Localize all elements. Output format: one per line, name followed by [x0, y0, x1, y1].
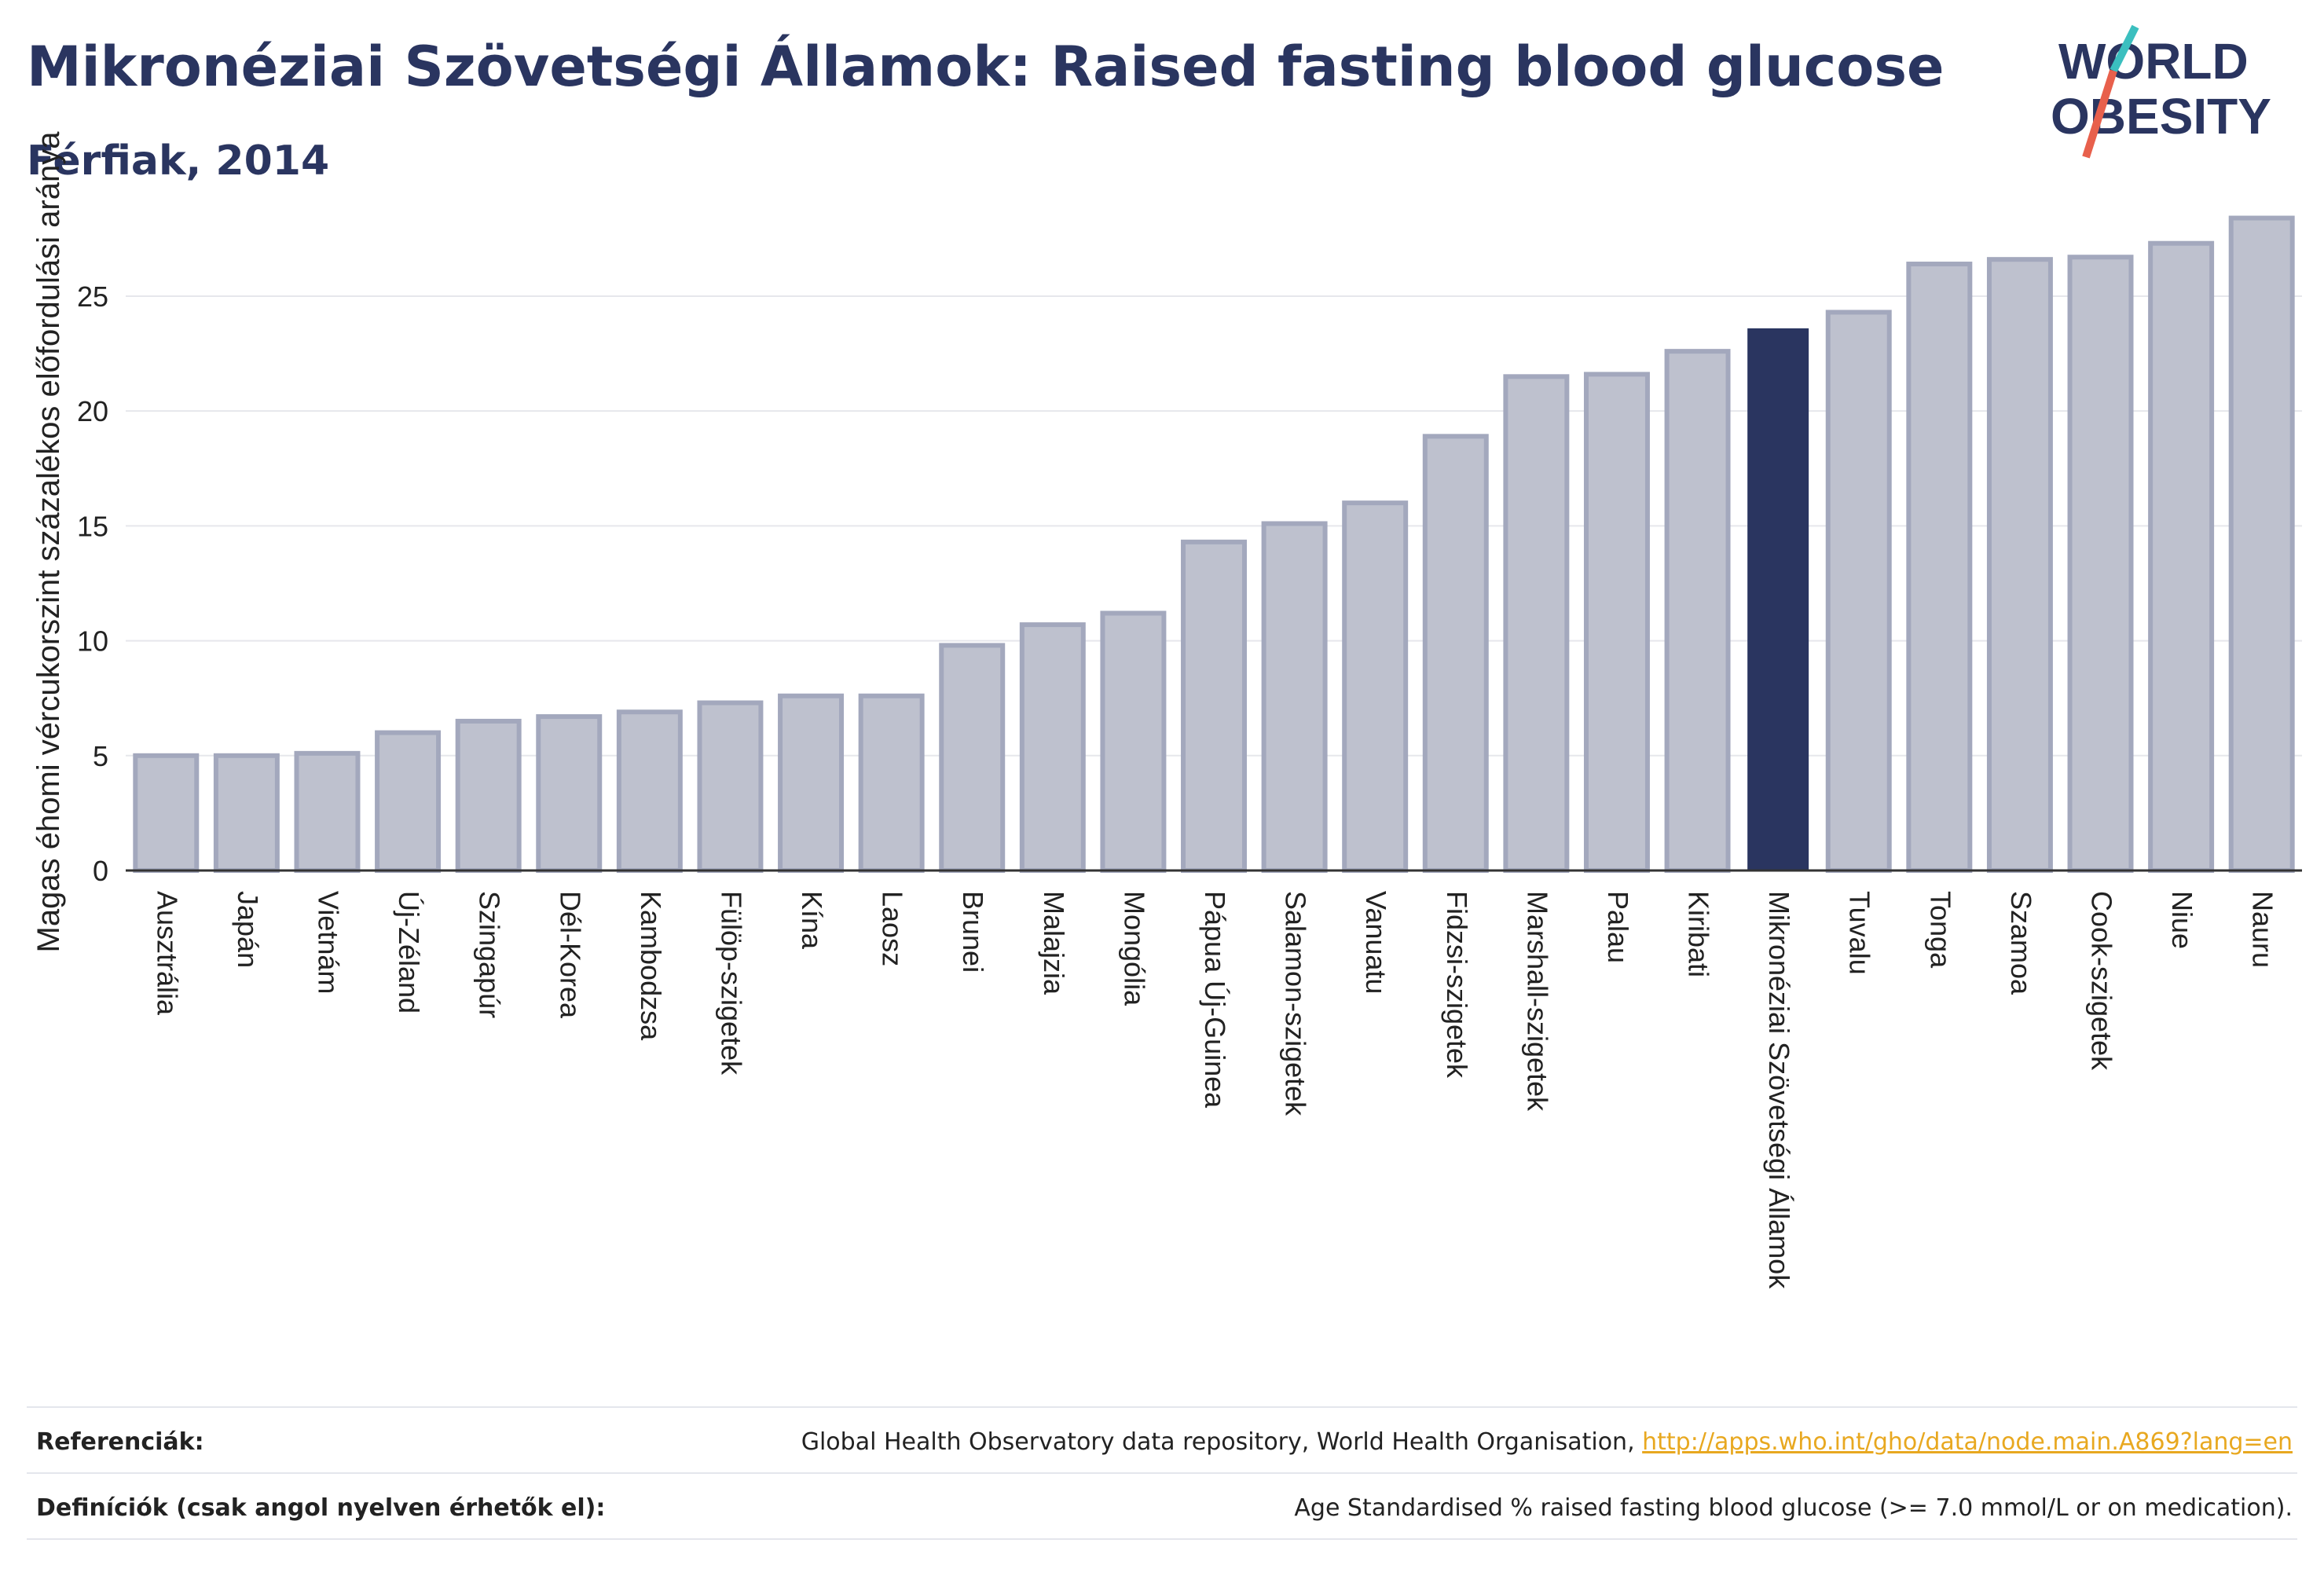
- x-tick-label: Fidzsi-szigetek: [1441, 891, 1473, 1079]
- x-tick-label: Ausztrália: [151, 891, 183, 1016]
- x-tick-label: Kína: [796, 891, 828, 950]
- x-tick-label: Marshall-szigetek: [1521, 891, 1553, 1112]
- x-tick-labels: Ausztrália Japán Vietnám Új-Zéland Szingapúr…: [151, 891, 2278, 1289]
- bar: [2067, 255, 2134, 873]
- bar: [1503, 374, 1570, 873]
- footer-divider-middle: [27, 1472, 2297, 1474]
- x-tick-label: Tuvalu: [1844, 891, 1876, 975]
- x-tick-label: Vietnám: [312, 891, 344, 994]
- bar: [1181, 539, 1247, 873]
- bar: [1664, 349, 1731, 873]
- bar: [1100, 610, 1167, 874]
- x-tick-label: Vanuatu: [1360, 891, 1392, 994]
- footer-divider-top: [27, 1406, 2297, 1408]
- x-tick-label: Niue: [2166, 891, 2198, 949]
- bar: [2148, 240, 2215, 874]
- x-tick-label: Tonga: [1924, 891, 1956, 969]
- bar-chart: Magas éhomi vércukorszint százalékos elő…: [31, 131, 2302, 1289]
- chart-title: Mikronéziai Szövetségi Államok: Raised f…: [27, 35, 1945, 99]
- bar: [697, 700, 764, 873]
- x-tick-label: Új-Zéland: [393, 891, 425, 1013]
- x-tick-label: Fülöp-szigetek: [715, 891, 747, 1076]
- bar: [1906, 262, 1973, 873]
- x-tick-label: Szingapúr: [474, 891, 506, 1018]
- definitions-label: Definíciók (csak angol nyelven érhetők e…: [36, 1494, 606, 1522]
- x-tick-label: Laosz: [877, 891, 909, 966]
- bar: [858, 693, 925, 873]
- bar: [1422, 434, 1489, 873]
- x-tick-label: Mikronéziai Szövetségi Államok: [1763, 891, 1795, 1289]
- x-tick-label: Japán: [232, 891, 264, 968]
- bar: [2228, 215, 2295, 874]
- bar: [1986, 257, 2053, 873]
- bar: [213, 753, 280, 873]
- x-tick-label: Malajzia: [1038, 891, 1070, 995]
- bar: [536, 714, 603, 873]
- chart-subtitle: Férfiak, 2014: [27, 137, 330, 185]
- y-tick-label: 25: [77, 280, 108, 313]
- x-tick-label: Palau: [1602, 891, 1634, 963]
- y-tick-labels: 0 5 10 15 20 25: [77, 280, 108, 887]
- footer-divider-bottom: [27, 1538, 2297, 1540]
- x-tick-label: Mongólia: [1118, 891, 1150, 1006]
- bar: [1825, 310, 1892, 873]
- bar: [616, 709, 683, 874]
- logo-accent-teal: [2110, 24, 2139, 73]
- references-link[interactable]: http://apps.who.int/gho/data/node.main.A…: [1642, 1428, 2293, 1456]
- bar: [778, 693, 845, 873]
- bar: [133, 753, 200, 873]
- bar: [455, 718, 522, 873]
- x-tick-label: Brunei: [957, 891, 989, 973]
- references-source: Global Health Observatory data repositor…: [801, 1428, 1643, 1456]
- bar: [1342, 500, 1409, 873]
- x-tick-label: Kambodzsa: [635, 891, 667, 1041]
- bar: [1583, 372, 1650, 873]
- x-tick-label: Dél-Korea: [554, 891, 586, 1019]
- x-tick-label: Pápua Új-Guinea: [1199, 891, 1231, 1109]
- x-tick-label: Szamoa: [2005, 891, 2037, 995]
- x-tick-label: Salamon-szigetek: [1280, 891, 1312, 1116]
- y-tick-label: 20: [77, 395, 108, 427]
- bar-highlight: [1747, 328, 1809, 870]
- bar: [375, 730, 442, 873]
- y-tick-label: 10: [77, 625, 108, 658]
- logo-line1: WORLD: [2058, 33, 2249, 90]
- references-label: Referenciák:: [36, 1428, 204, 1456]
- references-text: Global Health Observatory data repositor…: [801, 1428, 2293, 1456]
- x-tick-label: Kiribati: [1683, 891, 1715, 977]
- logo-line2: OBESITY: [2051, 88, 2271, 145]
- logo-accent-coral: [2082, 69, 2117, 159]
- bar: [294, 750, 361, 873]
- y-tick-label: 5: [93, 740, 108, 772]
- y-tick-label: 15: [77, 510, 108, 542]
- bar: [1019, 622, 1086, 873]
- x-tick-label: Nauru: [2247, 891, 2279, 968]
- y-tick-label: 0: [93, 855, 108, 887]
- world-obesity-logo: WORLD OBESITY: [2051, 24, 2271, 159]
- bar: [939, 643, 1006, 874]
- bars: [133, 215, 2295, 874]
- y-axis-label: Magas éhomi vércukorszint százalékos elő…: [31, 131, 66, 953]
- definitions-text: Age Standardised % raised fasting blood …: [1294, 1494, 2293, 1522]
- x-tick-label: Cook-szigetek: [2086, 891, 2118, 1071]
- bar: [1261, 521, 1328, 874]
